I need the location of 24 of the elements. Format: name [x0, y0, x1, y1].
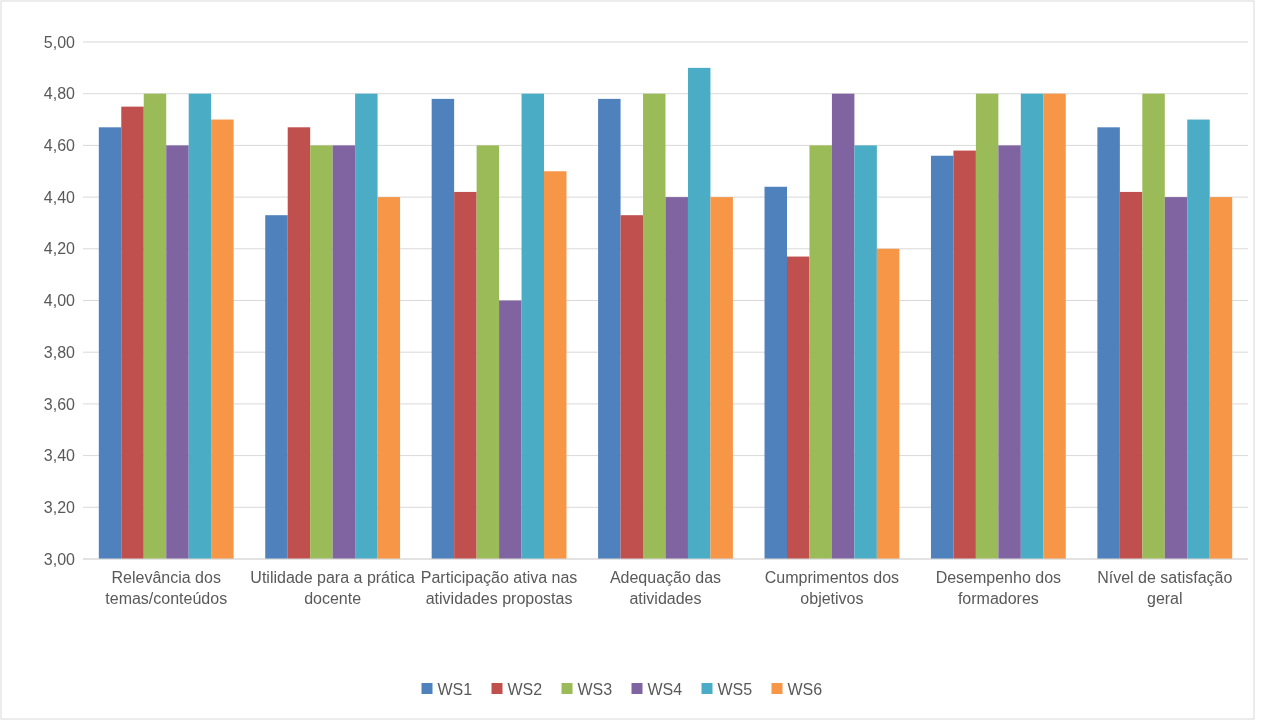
legend-label: WS4 — [647, 680, 683, 698]
x-tick-label: Nível de satisfação geral — [1097, 569, 1233, 607]
legend-label: WS2 — [507, 680, 543, 698]
x-tick-label: Participação ativa nas atividades propostas — [420, 569, 578, 607]
x-tick-label: Relevância dos temas/conteúdos — [105, 569, 228, 607]
legend-label: WS1 — [437, 680, 473, 698]
y-tick-label: 3,60 — [43, 395, 76, 413]
x-tick-label: Desempenho dos formadores — [935, 569, 1062, 607]
y-tick-label: 3,00 — [43, 550, 76, 568]
x-tick-label: Utilidade para a prática docente — [250, 569, 416, 607]
y-tick-label: 3,40 — [43, 447, 76, 465]
x-tick-label: Adequação das atividades — [609, 569, 722, 607]
y-tick-label: 5,00 — [43, 33, 76, 51]
legend-label: WS3 — [577, 680, 613, 698]
y-tick-label: 4,60 — [43, 137, 76, 154]
y-tick-label: 4,20 — [43, 240, 76, 258]
legend-label: WS5 — [717, 680, 753, 698]
y-tick-label: 4,40 — [43, 188, 76, 206]
y-tick-label: 4,80 — [43, 85, 76, 103]
y-tick-label: 3,80 — [43, 343, 76, 361]
legend-label: WS6 — [787, 680, 823, 698]
x-tick-label: Cumprimentos dos objetivos — [764, 569, 900, 607]
y-tick-label: 3,20 — [43, 498, 76, 516]
y-tick-label: 4,00 — [43, 292, 76, 310]
